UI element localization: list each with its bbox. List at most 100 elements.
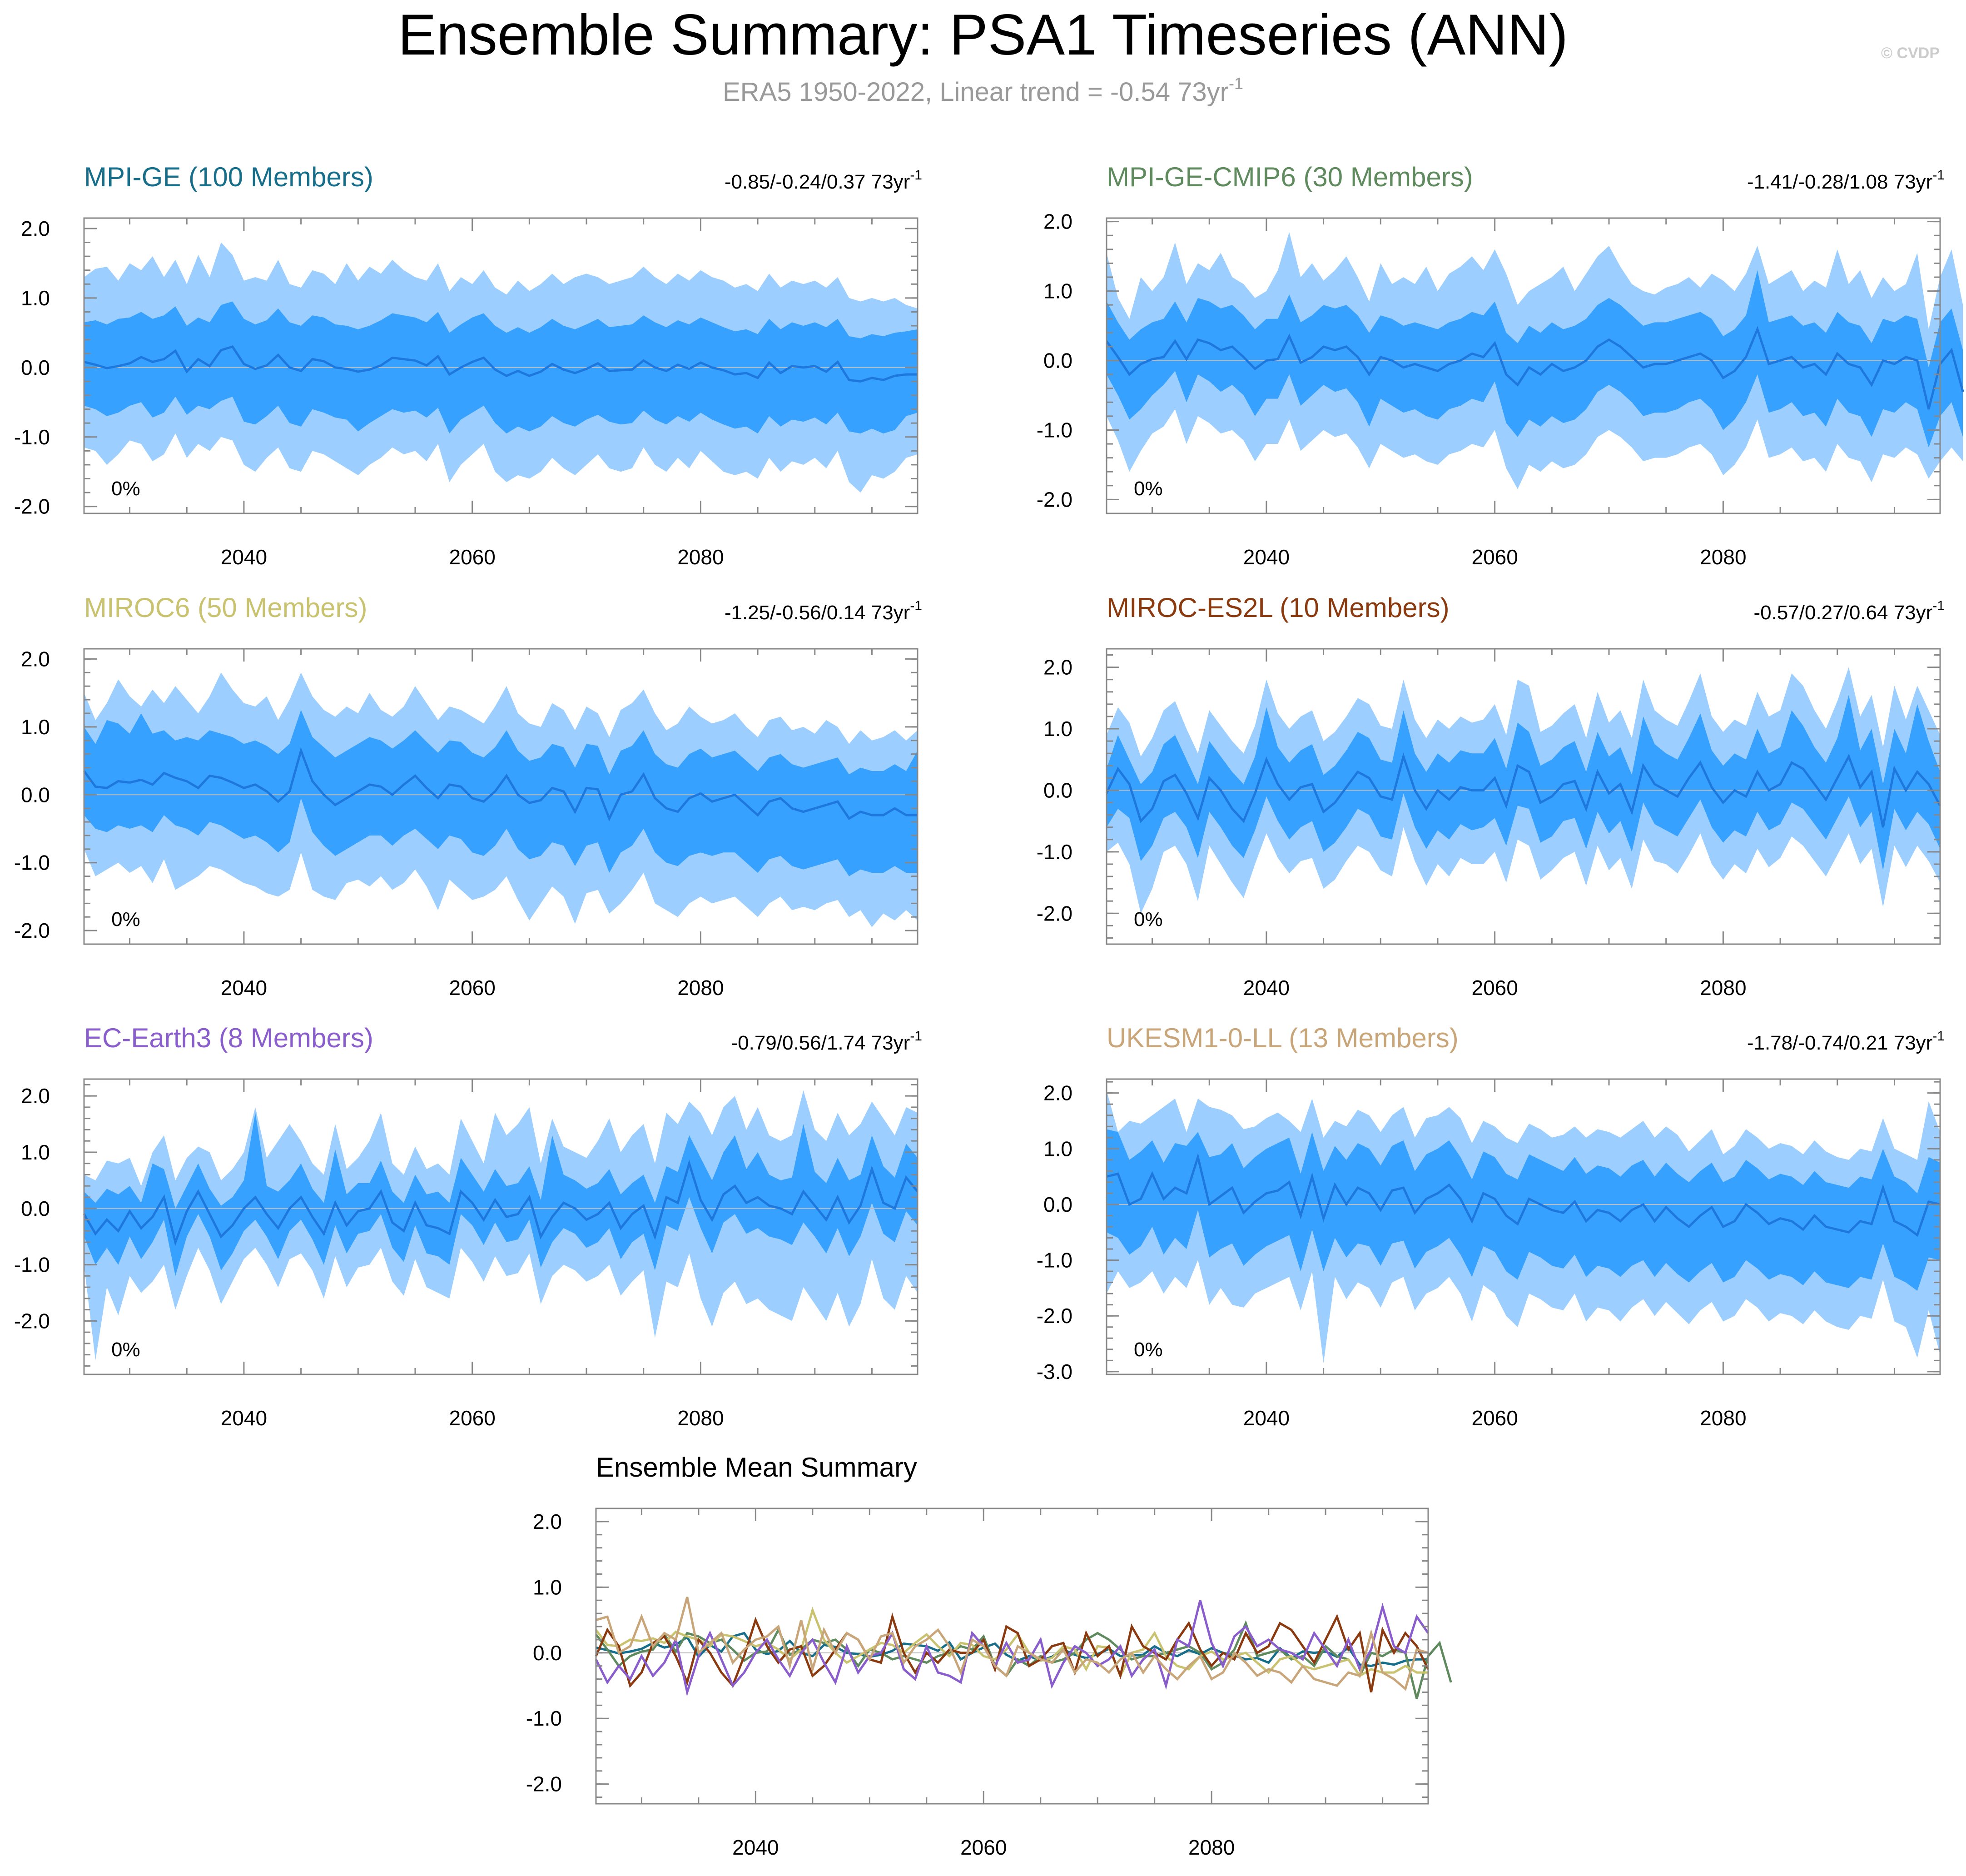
cvdp-watermark: © CVDP (1881, 45, 1940, 62)
xtick-label: 2060 (449, 1406, 495, 1430)
panel-trend-text: -0.57/0.27/0.64 73yr (1753, 602, 1932, 624)
panel-trend: -1.41/-0.28/1.08 73yr-1 (1747, 168, 1945, 193)
ytick-label: -1.0 (1037, 418, 1072, 442)
ytick-label: 2.0 (1043, 1081, 1072, 1105)
ytick-label: -3.0 (1037, 1360, 1072, 1383)
subtitle-text: ERA5 1950-2022, Linear trend = -0.54 73y… (723, 77, 1229, 107)
ytick-label: 0.0 (1043, 778, 1072, 802)
panel-trend-superscript: -1 (1932, 168, 1945, 183)
panel-trend-superscript: -1 (910, 598, 922, 613)
panel-trend: -1.78/-0.74/0.21 73yr-1 (1747, 1029, 1945, 1054)
ytick-label: 0.0 (21, 783, 50, 806)
panel-trend-text: -1.41/-0.28/1.08 73yr (1747, 171, 1932, 193)
inner-spread-band (1107, 270, 1963, 448)
ytick-label: -2.0 (14, 495, 50, 518)
percent-label: 0% (1134, 1339, 1163, 1361)
series-line-miroc6 (595, 1607, 1428, 1679)
ytick-label: -1.0 (14, 425, 50, 449)
panel-title: MIROC6 (50 Members) (84, 592, 367, 623)
xtick-label: 2060 (449, 545, 495, 569)
panel-trend-text: -1.25/-0.56/0.14 73yr (725, 602, 910, 624)
xtick-label: 2040 (221, 1406, 267, 1430)
panel-trend-text: -0.85/-0.24/0.37 73yr (725, 171, 910, 193)
ensemble-mean-line (83, 1159, 918, 1246)
inner-spread-band (1107, 695, 1940, 871)
panel-trend: -0.57/0.27/0.64 73yr-1 (1753, 598, 1945, 624)
summary-title: Ensemble Mean Summary (596, 1452, 917, 1483)
series-line-ukesm1-0-ll (596, 1597, 1429, 1691)
ytick-label: 1.0 (21, 715, 50, 739)
panel-title: MIROC-ES2L (10 Members) (1107, 592, 1450, 623)
chart-panel-1: MPI-GE-CMIP6 (30 Members) -1.41/-0.28/1.0… (1037, 162, 1964, 569)
panel-title: MPI-GE (100 Members) (84, 162, 373, 192)
ensemble-mean-line (1105, 326, 1964, 410)
xtick-label: 2080 (1700, 1406, 1746, 1430)
xtick-label: 2060 (960, 1836, 1007, 1859)
ensemble-mean-line (1106, 1153, 1941, 1237)
ytick-label: -2.0 (1037, 488, 1072, 511)
panel-title: UKESM1-0-LL (13 Members) (1107, 1023, 1459, 1053)
chart-panel-3: MIROC-ES2L (10 Members) -0.57/0.27/0.64 7… (1037, 592, 1945, 1000)
percent-label: 0% (111, 478, 140, 500)
plot-frame (83, 217, 918, 514)
xtick-label: 2060 (449, 976, 495, 1000)
panel-trend-text: -0.79/0.56/1.74 73yr (731, 1032, 910, 1054)
plot-frame (83, 648, 918, 945)
ensemble-mean-line (1105, 752, 1941, 828)
series-line-ec-earth3 (595, 1600, 1430, 1697)
figure-title: Ensemble Summary: PSA1 Timeseries (ANN) (398, 2, 1568, 67)
xtick-label: 2060 (1471, 1406, 1518, 1430)
panel-title: MPI-GE-CMIP6 (30 Members) (1107, 162, 1473, 192)
xtick-label: 2040 (221, 976, 267, 1000)
series-line-miroc-es2l (595, 1612, 1430, 1692)
ytick-label: 2.0 (1043, 656, 1072, 679)
ytick-label: 1.0 (1043, 1137, 1072, 1160)
ytick-label: 1.0 (21, 1140, 50, 1164)
plot-frame (1106, 648, 1941, 945)
ytick-label: 1.0 (1043, 279, 1072, 303)
ytick-label: 0.0 (21, 356, 50, 379)
panel-trend-superscript: -1 (1932, 598, 1945, 613)
panel-trend-superscript: -1 (1932, 1029, 1945, 1044)
panel-trend: -0.79/0.56/1.74 73yr-1 (731, 1029, 922, 1054)
chart-panel-2: MIROC6 (50 Members) -1.25/-0.56/0.14 73yr… (14, 592, 922, 1000)
chart-panel-6: Ensemble Mean Summary 2.0 1.0 0.0 -1.0 -2.0 20… (526, 1452, 1452, 1859)
ytick-label: 2.0 (21, 1084, 50, 1108)
figure-subtitle: ERA5 1950-2022, Linear trend = -0.54 73y… (723, 74, 1243, 107)
xtick-label: 2040 (1243, 1406, 1290, 1430)
percent-label: 0% (111, 908, 140, 931)
ensemble-mean-line (83, 747, 918, 821)
xtick-label: 2080 (677, 976, 724, 1000)
ytick-label: 1.0 (533, 1575, 562, 1599)
ytick-label: -1.0 (526, 1707, 562, 1730)
xtick-label: 2060 (1471, 976, 1518, 1000)
ytick-label: 2.0 (21, 217, 50, 240)
ytick-label: -1.0 (14, 851, 50, 875)
panel-title: EC-Earth3 (8 Members) (84, 1023, 373, 1053)
xtick-label: 2040 (1243, 545, 1290, 569)
chart-panel-0: MPI-GE (100 Members) -0.85/-0.24/0.37 73y… (14, 162, 922, 569)
inner-spread-band (84, 710, 918, 876)
panels-group: MPI-GE (100 Members) -0.85/-0.24/0.37 73y… (14, 162, 1964, 1859)
ytick-label: -1.0 (14, 1253, 50, 1277)
plot-frame (1106, 217, 1941, 514)
ytick-label: 0.0 (533, 1641, 562, 1665)
ensemble-mean-line (84, 345, 918, 383)
ytick-label: 2.0 (21, 647, 50, 671)
panel-trend-superscript: -1 (910, 1029, 922, 1044)
plot-frame (83, 1078, 918, 1375)
ytick-label: -2.0 (1037, 1304, 1072, 1328)
ytick-label: 2.0 (533, 1510, 562, 1533)
xtick-label: 2060 (1471, 545, 1518, 569)
xtick-label: 2080 (1700, 976, 1746, 1000)
ytick-label: -1.0 (1037, 1249, 1072, 1272)
percent-label: 0% (1134, 478, 1163, 500)
ytick-label: -2.0 (14, 1309, 50, 1333)
xtick-label: 2040 (732, 1836, 779, 1859)
panel-trend-text: -1.78/-0.74/0.21 73yr (1747, 1032, 1932, 1054)
inner-spread-band (84, 1113, 918, 1276)
panel-trend: -1.25/-0.56/0.14 73yr-1 (725, 598, 922, 624)
chart-panel-4: EC-Earth3 (8 Members) -0.79/0.56/1.74 73y… (14, 1023, 922, 1430)
ytick-label: -1.0 (1037, 840, 1072, 864)
